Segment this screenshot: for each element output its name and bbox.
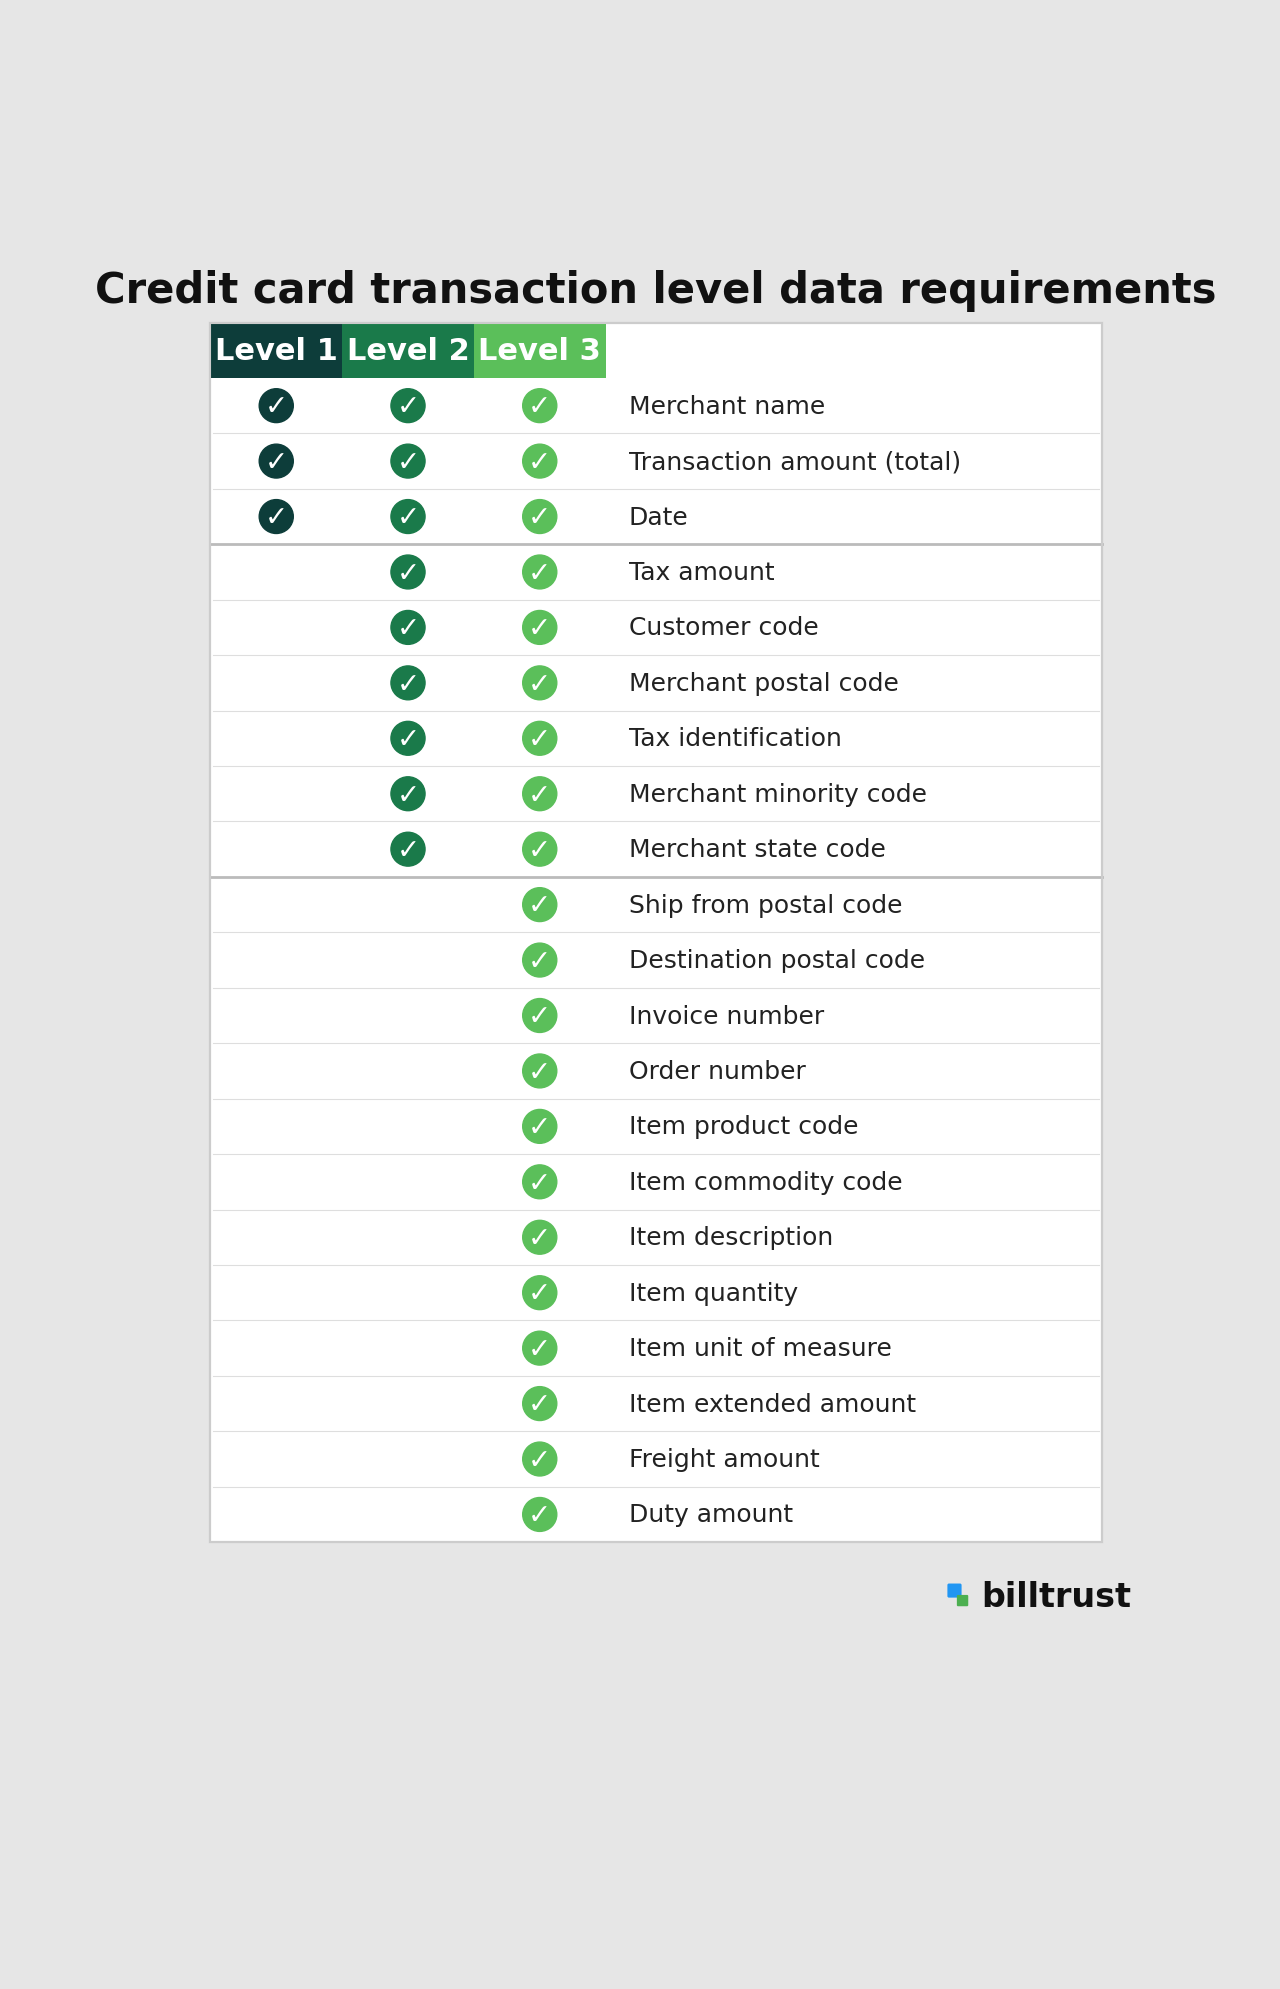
Text: Merchant postal code: Merchant postal code (628, 672, 899, 696)
Circle shape (390, 501, 425, 535)
Text: ✓: ✓ (529, 1002, 552, 1030)
Text: Destination postal code: Destination postal code (628, 949, 925, 973)
Text: ✓: ✓ (529, 1170, 552, 1197)
Text: ✓: ✓ (529, 782, 552, 810)
Text: Merchant state code: Merchant state code (628, 837, 886, 861)
Text: Tax amount: Tax amount (628, 561, 774, 585)
Text: Ship from postal code: Ship from postal code (628, 893, 902, 917)
Circle shape (522, 778, 557, 812)
Text: ✓: ✓ (529, 394, 552, 422)
Text: Item extended amount: Item extended amount (628, 1392, 916, 1416)
Text: Merchant name: Merchant name (628, 394, 826, 418)
Text: Merchant minority code: Merchant minority code (628, 782, 927, 806)
Circle shape (522, 1442, 557, 1476)
Text: ✓: ✓ (397, 503, 420, 531)
FancyBboxPatch shape (947, 1583, 961, 1597)
FancyBboxPatch shape (210, 324, 342, 378)
Circle shape (522, 390, 557, 424)
Text: ✓: ✓ (529, 1335, 552, 1362)
Circle shape (522, 833, 557, 867)
Text: ✓: ✓ (265, 503, 288, 531)
Text: Order number: Order number (628, 1060, 805, 1084)
Text: ✓: ✓ (397, 559, 420, 587)
FancyBboxPatch shape (957, 1595, 968, 1607)
FancyBboxPatch shape (474, 324, 605, 378)
Circle shape (522, 1054, 557, 1088)
Text: Freight amount: Freight amount (628, 1448, 819, 1472)
Circle shape (390, 555, 425, 589)
Circle shape (522, 611, 557, 644)
Circle shape (259, 390, 293, 424)
Circle shape (522, 998, 557, 1032)
Text: ✓: ✓ (529, 1390, 552, 1418)
Text: Level 1: Level 1 (215, 336, 338, 366)
Text: Item quantity: Item quantity (628, 1281, 797, 1305)
Circle shape (390, 611, 425, 644)
Text: ✓: ✓ (397, 782, 420, 810)
Text: Item unit of measure: Item unit of measure (628, 1337, 892, 1360)
Text: Invoice number: Invoice number (628, 1004, 824, 1028)
Text: Credit card transaction level data requirements: Credit card transaction level data requi… (95, 271, 1217, 312)
Circle shape (259, 446, 293, 479)
Circle shape (522, 889, 557, 923)
Text: ✓: ✓ (265, 394, 288, 422)
Text: ✓: ✓ (529, 559, 552, 587)
Text: ✓: ✓ (529, 726, 552, 754)
Text: ✓: ✓ (397, 615, 420, 642)
Text: ✓: ✓ (529, 891, 552, 921)
Circle shape (522, 1331, 557, 1364)
Text: ✓: ✓ (529, 1058, 552, 1086)
Text: Tax identification: Tax identification (628, 726, 842, 752)
Text: Level 3: Level 3 (479, 336, 602, 366)
Text: Duty amount: Duty amount (628, 1504, 794, 1528)
Text: ✓: ✓ (397, 726, 420, 754)
Text: ✓: ✓ (529, 503, 552, 531)
Text: ✓: ✓ (397, 450, 420, 477)
Text: ✓: ✓ (529, 1279, 552, 1309)
Circle shape (522, 555, 557, 589)
Circle shape (390, 390, 425, 424)
Text: Customer code: Customer code (628, 617, 819, 640)
Text: ✓: ✓ (529, 450, 552, 477)
Circle shape (522, 666, 557, 700)
Text: ✓: ✓ (529, 1114, 552, 1142)
Circle shape (522, 1277, 557, 1311)
Text: ✓: ✓ (265, 450, 288, 477)
Circle shape (390, 833, 425, 867)
Text: ✓: ✓ (397, 394, 420, 422)
Circle shape (390, 446, 425, 479)
Text: ✓: ✓ (529, 837, 552, 865)
Circle shape (522, 1386, 557, 1420)
Text: billtrust: billtrust (982, 1579, 1132, 1613)
Text: Date: Date (628, 505, 689, 529)
Text: ✓: ✓ (529, 1446, 552, 1474)
Circle shape (390, 722, 425, 756)
Text: ✓: ✓ (529, 670, 552, 698)
Text: Item commodity code: Item commodity code (628, 1170, 902, 1193)
Circle shape (522, 1166, 557, 1199)
FancyBboxPatch shape (342, 324, 474, 378)
Text: ✓: ✓ (397, 670, 420, 698)
Circle shape (522, 1110, 557, 1144)
Text: ✓: ✓ (529, 615, 552, 642)
Text: ✓: ✓ (529, 947, 552, 975)
Circle shape (390, 666, 425, 700)
Text: Level 2: Level 2 (347, 336, 470, 366)
Circle shape (390, 778, 425, 812)
Text: ✓: ✓ (529, 1225, 552, 1253)
Circle shape (522, 1498, 557, 1532)
Circle shape (522, 943, 557, 977)
Text: ✓: ✓ (529, 1502, 552, 1530)
Circle shape (522, 446, 557, 479)
Text: Transaction amount (total): Transaction amount (total) (628, 450, 961, 473)
Circle shape (522, 722, 557, 756)
Circle shape (259, 501, 293, 535)
Circle shape (522, 501, 557, 535)
Text: Item description: Item description (628, 1225, 833, 1249)
Circle shape (522, 1221, 557, 1255)
FancyBboxPatch shape (210, 324, 1102, 1541)
Text: Item product code: Item product code (628, 1114, 859, 1140)
Text: ✓: ✓ (397, 837, 420, 865)
